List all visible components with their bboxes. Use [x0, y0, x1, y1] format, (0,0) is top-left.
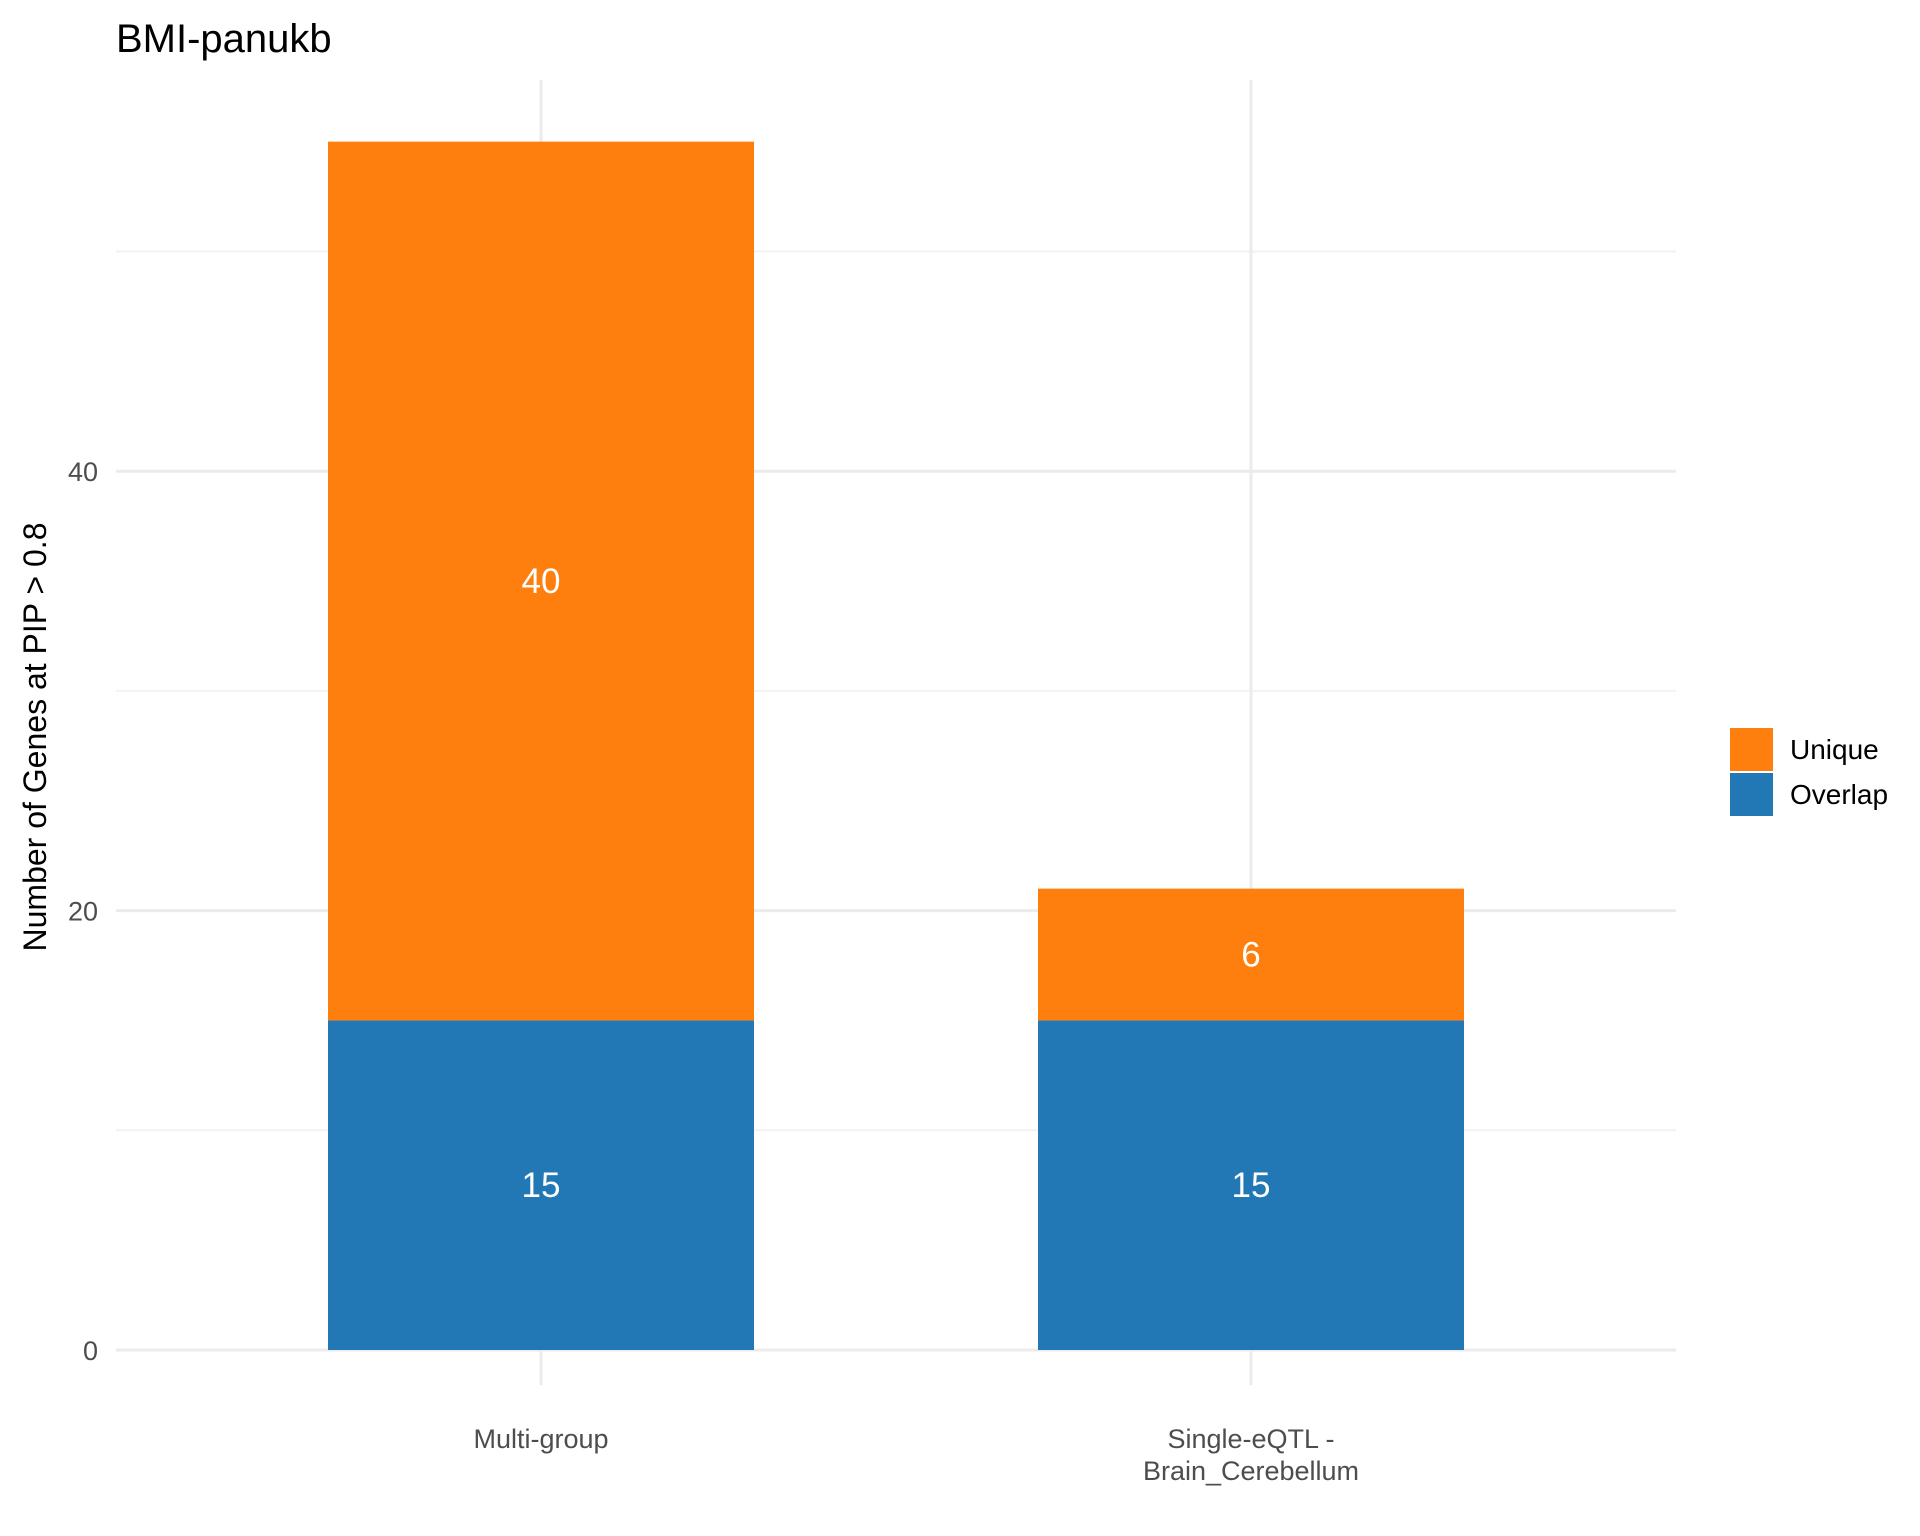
chart-title: BMI-panukb [116, 17, 332, 61]
y-tick-label: 0 [83, 1336, 98, 1366]
x-tick-label-line: Multi-group [473, 1424, 608, 1454]
x-axis-ticks: Multi-group Single-eQTL -Brain_Cerebellum [473, 1424, 1359, 1486]
bar-overlap [1038, 1020, 1464, 1350]
legend-label-unique: Unique [1790, 734, 1879, 765]
x-tick-label: Multi-group [473, 1424, 608, 1454]
x-tick-label: Single-eQTL -Brain_Cerebellum [1143, 1424, 1359, 1486]
bars [328, 141, 1464, 1350]
legend-label-overlap: Overlap [1790, 779, 1888, 810]
bar-value-label: 15 [522, 1166, 561, 1205]
legend-swatch-unique [1730, 728, 1773, 771]
bar-overlap [328, 1020, 754, 1350]
bar-unique [1038, 888, 1464, 1021]
bar-value-label: 40 [522, 562, 561, 601]
bar-labels: 15 40 15 6 [522, 562, 1271, 1205]
y-tick-label: 40 [68, 457, 98, 487]
x-tick-label-line: Single-eQTL - [1167, 1424, 1334, 1454]
bar-value-label: 6 [1241, 936, 1260, 975]
y-axis-ticks: 0 20 40 [68, 457, 98, 1366]
bar-value-label: 15 [1232, 1166, 1271, 1205]
legend-swatch-overlap [1730, 773, 1773, 816]
y-tick-label: 20 [68, 897, 98, 927]
y-axis-title: Number of Genes at PIP > 0.8 [17, 523, 53, 952]
legend: Unique Overlap [1730, 728, 1888, 816]
bar-unique [328, 141, 754, 1021]
x-tick-label-line: Brain_Cerebellum [1143, 1456, 1359, 1486]
